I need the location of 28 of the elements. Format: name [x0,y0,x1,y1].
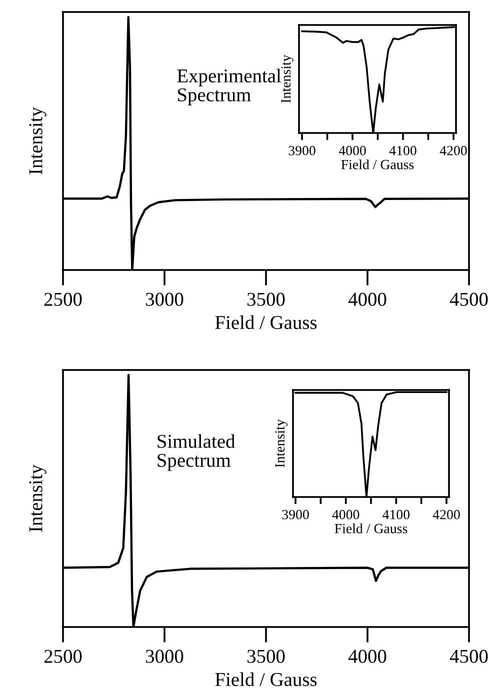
y-axis-title: Intensity [29,464,46,532]
x-tick-label: 4200 [440,146,467,156]
x-tick-label: 3900 [288,146,316,156]
x-tick-label: 4000 [348,650,386,663]
y-axis-title: Intensity [29,107,46,174]
x-axis-title: Field / Gauss [215,315,317,330]
x-tick-label: 4000 [332,510,360,520]
x-tick-label: 3500 [247,292,285,306]
x-tick-label: 2500 [44,292,82,306]
x-tick-label: 4200 [432,510,460,520]
x-tick-label: 3000 [146,292,184,306]
y-axis-title: Intensity [275,419,288,468]
x-tick-label: 3000 [146,650,184,663]
x-axis-title: Field / Gauss [341,159,414,170]
x-tick-label: 4000 [348,292,386,306]
annotation: Experimental Spectrum [177,68,282,106]
x-tick-label: 4100 [382,510,410,520]
x-tick-label: 4500 [450,292,488,306]
x-tick-label: 3900 [282,510,309,520]
x-tick-label: 4500 [450,650,488,663]
y-axis-title: Intensity [281,54,294,103]
x-axis-title: Field / Gauss [334,523,408,534]
x-tick-label: 2500 [44,650,82,663]
annotation: Simulated Spectrum [158,434,235,471]
x-tick-label: 4000 [338,146,366,156]
x-tick-label: 3500 [247,650,285,663]
x-tick-label: 4100 [389,146,416,156]
x-axis-title: Field / Gauss [215,672,317,686]
